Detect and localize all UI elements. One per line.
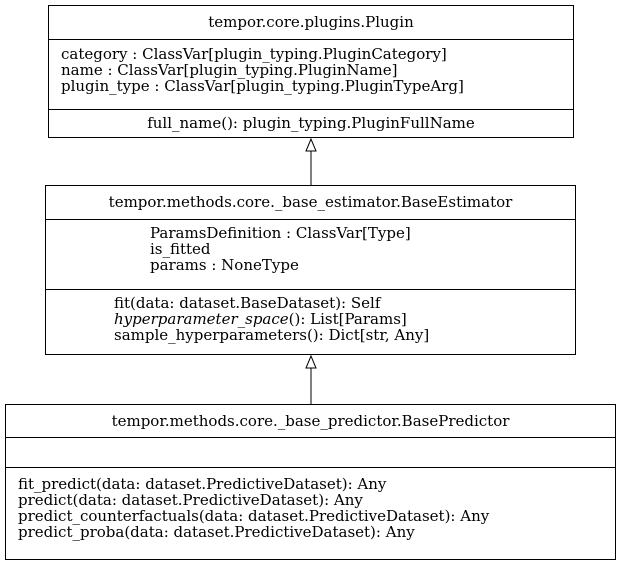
method: fit_predict(data: dataset.PredictiveData… [18, 475, 387, 493]
class-name: tempor.core.plugins.Plugin [208, 13, 414, 31]
abstract-method: hyperparameter_space(): List[Params] [114, 311, 575, 327]
class-box-base-predictor: tempor.methods.core._base_predictor.Base… [5, 404, 616, 560]
inheritance-edge-estimator-to-plugin [305, 137, 317, 185]
method: predict_proba(data: dataset.PredictiveDa… [18, 523, 415, 541]
attributes-section [6, 437, 615, 467]
attribute: ParamsDefinition : ClassVar[Type] [150, 224, 411, 242]
class-box-plugin: tempor.core.plugins.Plugin category : Cl… [48, 5, 574, 138]
abstract-method-name: hyperparameter_space [114, 310, 289, 328]
class-name-section: tempor.core.plugins.Plugin [49, 6, 573, 39]
methods-section: fit_predict(data: dataset.PredictiveData… [6, 467, 615, 559]
class-name-section: tempor.methods.core._base_estimator.Base… [46, 186, 575, 219]
method: fit(data: dataset.BaseDataset): Self [114, 294, 381, 312]
attribute: category : ClassVar[plugin_typing.Plugin… [61, 45, 447, 63]
method: sample_hyperparameters(): Dict[str, Any] [114, 326, 430, 344]
attributes-section: ParamsDefinition : ClassVar[Type] is_fit… [46, 219, 575, 289]
class-name: tempor.methods.core._base_predictor.Base… [111, 412, 510, 430]
abstract-method-signature: (): List[Params] [288, 310, 407, 328]
attributes-section: category : ClassVar[plugin_typing.Plugin… [49, 39, 573, 109]
hollow-triangle-arrowhead-icon [305, 354, 317, 369]
attribute: is_fitted [150, 240, 211, 258]
methods-section: full_name(): plugin_typing.PluginFullNam… [49, 109, 573, 137]
class-name: tempor.methods.core._base_estimator.Base… [108, 193, 513, 211]
class-box-base-estimator: tempor.methods.core._base_estimator.Base… [45, 185, 576, 355]
inheritance-edge-predictor-to-estimator [305, 354, 317, 404]
method: predict_counterfactuals(data: dataset.Pr… [18, 507, 490, 525]
attribute: plugin_type : ClassVar[plugin_typing.Plu… [61, 77, 464, 95]
attribute: params : NoneType [150, 256, 299, 274]
method: predict(data: dataset.PredictiveDataset)… [18, 491, 363, 509]
methods-section: fit(data: dataset.BaseDataset): Self hyp… [46, 289, 575, 354]
method: full_name(): plugin_typing.PluginFullNam… [147, 114, 475, 132]
class-name-section: tempor.methods.core._base_predictor.Base… [6, 405, 615, 437]
attribute: name : ClassVar[plugin_typing.PluginName… [61, 61, 398, 79]
hollow-triangle-arrowhead-icon [305, 137, 317, 152]
